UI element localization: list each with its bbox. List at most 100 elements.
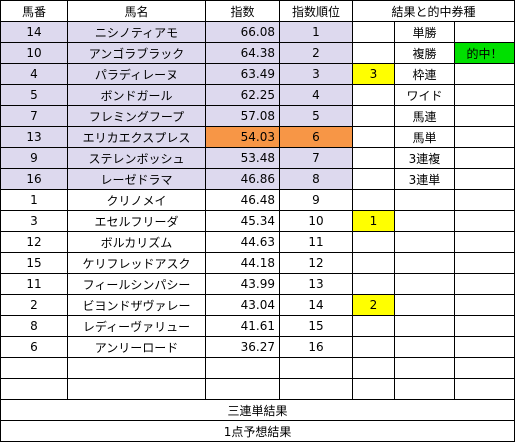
cell-mark xyxy=(352,126,395,148)
cell-name: アンリーロード xyxy=(67,336,206,358)
cell-bet-type: 複勝 xyxy=(394,42,455,64)
cell-number: 8 xyxy=(0,315,68,337)
cell-name: フレミングフープ xyxy=(67,105,206,127)
cell-bet-type xyxy=(394,273,455,295)
table-row: 3 エセルフリーダ 45.34 10 1 xyxy=(0,210,515,232)
cell-index: 46.48 xyxy=(205,189,280,211)
cell-mark xyxy=(352,189,395,211)
table-row xyxy=(0,378,515,400)
cell-mark xyxy=(352,21,395,43)
cell-name: ステレンボッシュ xyxy=(67,147,206,169)
cell-number: 16 xyxy=(0,168,68,190)
cell-hit xyxy=(453,126,515,148)
cell-name: クリノメイ xyxy=(67,189,206,211)
header-index: 指数 xyxy=(205,0,280,22)
cell-number: 7 xyxy=(0,105,68,127)
one-point-prediction-label: 1点予想結果 xyxy=(0,420,515,442)
cell-mark xyxy=(352,273,395,295)
table-row: 4 パラディレーヌ 63.49 3 3 枠連 xyxy=(0,63,515,85)
cell-mark xyxy=(352,315,395,337)
cell-hit xyxy=(453,252,515,274)
cell-mark xyxy=(352,42,395,64)
cell-mark xyxy=(352,84,395,106)
table-row: 15 ケリフレッドアスク 44.18 12 xyxy=(0,252,515,274)
cell-mark xyxy=(352,105,395,127)
cell-bet-type: 単勝 xyxy=(394,21,455,43)
cell-bet-type xyxy=(394,315,455,337)
cell-name: ボルカリズム xyxy=(67,231,206,253)
cell-number: 12 xyxy=(0,231,68,253)
cell-number xyxy=(0,357,68,379)
trifecta-result-label: 三連単結果 xyxy=(0,399,515,421)
cell-rank: 1 xyxy=(279,21,353,43)
cell-index: 63.49 xyxy=(205,63,280,85)
cell-number: 9 xyxy=(0,147,68,169)
cell-index: 64.38 xyxy=(205,42,280,64)
table-row: 8 レディーヴァリュー 41.61 15 xyxy=(0,315,515,337)
cell-bet-type xyxy=(394,252,455,274)
table-row: 13 エリカエクスプレス 54.03 6 馬単 xyxy=(0,126,515,148)
table-row: 7 フレミングフープ 57.08 5 馬連 xyxy=(0,105,515,127)
cell-bet-type: 3連単 xyxy=(394,168,455,190)
cell-index: 43.99 xyxy=(205,273,280,295)
cell-index: 46.86 xyxy=(205,168,280,190)
table-row: 2 ビヨンドザヴァレー 43.04 14 2 xyxy=(0,294,515,316)
table-row: 16 レーゼドラマ 46.86 8 3連単 xyxy=(0,168,515,190)
cell-hit xyxy=(453,210,515,232)
table-row: 12 ボルカリズム 44.63 11 xyxy=(0,231,515,253)
footer-row-prediction: 1点予想結果 xyxy=(0,420,515,442)
cell-rank: 16 xyxy=(279,336,353,358)
cell-name: アンゴラブラック xyxy=(67,42,206,64)
cell-index: 54.03 xyxy=(205,126,280,148)
table-row xyxy=(0,357,515,379)
cell-mark xyxy=(352,336,395,358)
table-row: 1 クリノメイ 46.48 9 xyxy=(0,189,515,211)
cell-bet-type: ワイド xyxy=(394,84,455,106)
table-row: 5 ボンドガール 62.25 4 ワイド xyxy=(0,84,515,106)
cell-mark xyxy=(352,252,395,274)
cell-number: 4 xyxy=(0,63,68,85)
cell-rank: 13 xyxy=(279,273,353,295)
cell-number: 14 xyxy=(0,21,68,43)
header-number: 馬番 xyxy=(0,0,68,22)
cell-mark: 3 xyxy=(352,63,395,85)
table-row: 11 フィールシンパシー 43.99 13 xyxy=(0,273,515,295)
cell-index: 66.08 xyxy=(205,21,280,43)
table-row: 10 アンゴラブラック 64.38 2 複勝 的中！ xyxy=(0,42,515,64)
cell-name: エリカエクスプレス xyxy=(67,126,206,148)
cell-rank: 4 xyxy=(279,84,353,106)
cell-hit xyxy=(453,294,515,316)
cell-rank: 12 xyxy=(279,252,353,274)
cell-hit xyxy=(453,147,515,169)
cell-rank: 6 xyxy=(279,126,353,148)
cell-rank: 8 xyxy=(279,168,353,190)
header-name: 馬名 xyxy=(67,0,206,22)
cell-name: レーゼドラマ xyxy=(67,168,206,190)
cell-rank: 15 xyxy=(279,315,353,337)
cell-number: 1 xyxy=(0,189,68,211)
cell-name: ボンドガール xyxy=(67,84,206,106)
cell-name: フィールシンパシー xyxy=(67,273,206,295)
cell-index: 53.48 xyxy=(205,147,280,169)
cell-bet-type xyxy=(394,231,455,253)
cell-index xyxy=(205,357,280,379)
cell-hit: 的中！ xyxy=(453,42,515,64)
cell-number: 11 xyxy=(0,273,68,295)
cell-bet-type: 3連複 xyxy=(394,147,455,169)
cell-bet-type: 馬連 xyxy=(394,105,455,127)
cell-hit xyxy=(453,84,515,106)
header-row: 馬番 馬名 指数 指数順位 結果と的中券種 xyxy=(0,0,515,22)
cell-mark: 1 xyxy=(352,210,395,232)
cell-number: 15 xyxy=(0,252,68,274)
cell-hit xyxy=(453,21,515,43)
cell-index: 43.04 xyxy=(205,294,280,316)
cell-rank: 14 xyxy=(279,294,353,316)
cell-rank: 5 xyxy=(279,105,353,127)
cell-name: ニシノティアモ xyxy=(67,21,206,43)
header-rank: 指数順位 xyxy=(279,0,353,22)
cell-number: 13 xyxy=(0,126,68,148)
cell-name xyxy=(67,378,206,400)
cell-hit xyxy=(453,336,515,358)
cell-mark xyxy=(352,231,395,253)
cell-hit xyxy=(453,105,515,127)
